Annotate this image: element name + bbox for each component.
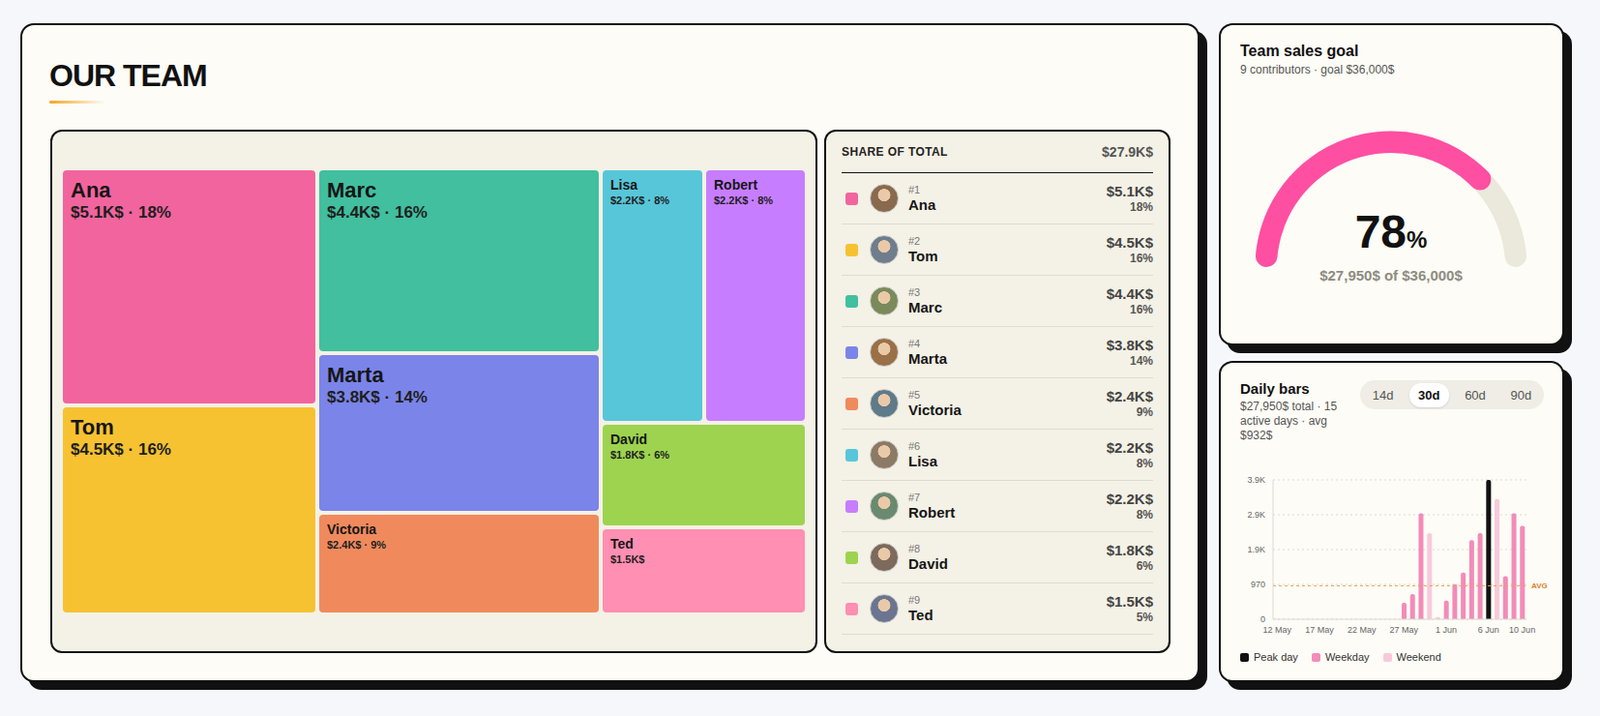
- html-text:$3.8K$: $3.8K$: [1106, 336, 1154, 354]
- svg-text:970: 970: [1250, 579, 1266, 590]
- html-text:Marc: Marc: [908, 298, 943, 315]
- svg-text:1 Jun: 1 Jun: [1435, 624, 1457, 635]
- html-text:#5: #5: [908, 388, 921, 400]
- html-text:9 contributors · goal $36,000$: 9 contributors · goal $36,000$: [1240, 62, 1395, 77]
- html-text:Weekend: Weekend: [1396, 651, 1442, 663]
- html-text:Peak day: Peak day: [1253, 651, 1299, 663]
- svg-text:Marc: Marc: [326, 177, 377, 203]
- html-text:$27,950$ total · 15 active day: $27,950$ total · 15 active days · avg $9…: [1240, 399, 1337, 443]
- html-text:Tom: Tom: [908, 247, 938, 264]
- svg-text:$4.5K$ · 16%: $4.5K$ · 16%: [70, 440, 172, 459]
- html-text:9%: 9%: [1136, 405, 1154, 419]
- svg-text:17 May: 17 May: [1304, 624, 1334, 635]
- html-text:#8: #8: [908, 542, 921, 554]
- svg-text:$2.2K$ · 8%: $2.2K$ · 8%: [713, 194, 773, 207]
- svg-text:Ana: Ana: [70, 177, 112, 203]
- html-text:#9: #9: [908, 593, 921, 606]
- html-text:$2.2K$: $2.2K$: [1106, 439, 1154, 456]
- html-text:#3: #3: [908, 285, 921, 298]
- svg-text:$3.8K$ · 14%: $3.8K$ · 14%: [326, 387, 428, 407]
- html-text:16%: 16%: [1129, 302, 1154, 317]
- svg-text:Ted: Ted: [610, 535, 634, 552]
- html-text:90d: 90d: [1510, 387, 1532, 402]
- svg-text:$1.5K$: $1.5K$: [610, 553, 645, 565]
- svg-text:12 May: 12 May: [1263, 624, 1293, 635]
- html-text:30d: 30d: [1418, 387, 1440, 402]
- html-text:60d: 60d: [1464, 387, 1486, 402]
- html-text:Weekday: Weekday: [1325, 651, 1370, 663]
- svg-text:David: David: [610, 431, 648, 447]
- svg-text:22 May: 22 May: [1347, 624, 1377, 635]
- svg-text:Lisa: Lisa: [610, 177, 638, 193]
- html-text:Marta: Marta: [908, 349, 948, 367]
- svg-text:27 May: 27 May: [1390, 624, 1420, 635]
- html-text:78%: 78%: [1354, 206, 1428, 258]
- svg-text:0: 0: [1260, 614, 1266, 624]
- svg-text:Robert: Robert: [713, 177, 758, 193]
- html-text:#1: #1: [908, 183, 921, 195]
- html-text:$2.4K$: $2.4K$: [1106, 387, 1154, 405]
- html-text:$4.5K$: $4.5K$: [1106, 234, 1154, 251]
- html-text:14%: 14%: [1129, 354, 1154, 368]
- svg-text:10 Jun: 10 Jun: [1509, 624, 1536, 635]
- html-text:$27.9K$: $27.9K$: [1101, 144, 1154, 160]
- svg-text:3.9K: 3.9K: [1246, 474, 1266, 485]
- html-text:$2.2K$: $2.2K$: [1106, 490, 1154, 507]
- svg-text:$5.1K$ · 18%: $5.1K$ · 18%: [70, 203, 172, 222]
- svg-text:$1.8K$ · 6%: $1.8K$ · 6%: [610, 448, 670, 461]
- html-text:$1.8K$: $1.8K$: [1106, 541, 1154, 559]
- html-text:Robert: Robert: [908, 503, 956, 520]
- svg-text:Victoria: Victoria: [326, 521, 377, 537]
- html-text:Team sales goal: Team sales goal: [1240, 42, 1359, 60]
- html-text:#7: #7: [908, 490, 921, 503]
- html-text:$27,950$ of $36,000$: $27,950$ of $36,000$: [1319, 266, 1463, 284]
- svg-text:$2.4K$ · 9%: $2.4K$ · 9%: [326, 538, 386, 551]
- html-text:5%: 5%: [1136, 610, 1154, 624]
- svg-text:1.9K: 1.9K: [1246, 544, 1266, 555]
- html-text:8%: 8%: [1136, 507, 1154, 522]
- svg-text:Marta: Marta: [326, 362, 385, 387]
- html-text:David: David: [908, 554, 948, 572]
- html-text:Lisa: Lisa: [908, 452, 938, 469]
- html-text:Ted: Ted: [908, 606, 934, 623]
- html-text:Daily bars: Daily bars: [1240, 380, 1310, 397]
- svg-text:6 Jun: 6 Jun: [1478, 624, 1500, 635]
- html-text:SHARE OF TOTAL: SHARE OF TOTAL: [841, 145, 948, 159]
- html-text:16%: 16%: [1129, 251, 1154, 266]
- svg-text:$4.4K$ · 16%: $4.4K$ · 16%: [326, 203, 428, 222]
- html-text:$5.1K$: $5.1K$: [1106, 182, 1154, 200]
- html-text:#2: #2: [908, 234, 921, 247]
- html-text:#6: #6: [908, 439, 921, 452]
- html-text:8%: 8%: [1136, 456, 1154, 471]
- html-text:Victoria: Victoria: [908, 400, 962, 418]
- html-text:Ana: Ana: [908, 195, 936, 213]
- html-text:6%: 6%: [1136, 559, 1154, 573]
- html-text:$1.5K$: $1.5K$: [1106, 592, 1154, 610]
- svg-text:AVG: AVG: [1531, 581, 1548, 591]
- html-text:#4: #4: [908, 337, 921, 349]
- html-text:14d: 14d: [1372, 387, 1394, 402]
- html-text:OUR TEAM: OUR TEAM: [49, 58, 207, 93]
- svg-text:2.9K: 2.9K: [1246, 509, 1266, 520]
- html-text:$4.4K$: $4.4K$: [1106, 285, 1154, 302]
- svg-text:$2.2K$ · 8%: $2.2K$ · 8%: [610, 194, 670, 207]
- svg-text:Tom: Tom: [70, 414, 115, 440]
- html-text:18%: 18%: [1129, 200, 1154, 214]
